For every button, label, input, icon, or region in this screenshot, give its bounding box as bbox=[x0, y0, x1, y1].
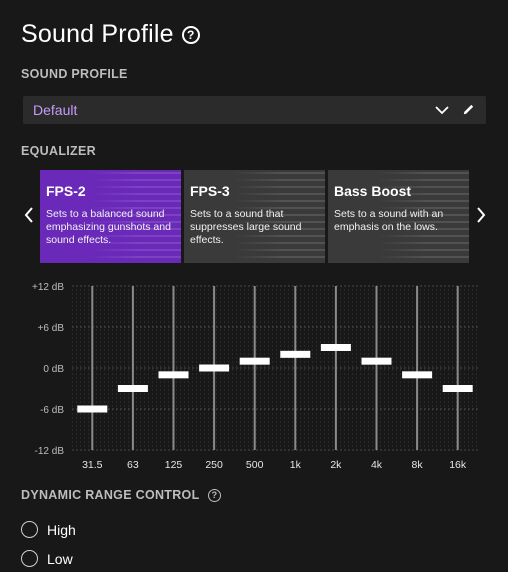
drc-label-text: DYNAMIC RANGE CONTROL bbox=[21, 488, 200, 502]
page-title: Sound Profile ? bbox=[21, 20, 200, 49]
radio-button[interactable] bbox=[21, 550, 38, 567]
equalizer-label: EQUALIZER bbox=[21, 144, 96, 158]
y-tick-label: 0 dB bbox=[43, 364, 64, 375]
eq-slider-knob[interactable] bbox=[402, 371, 433, 379]
sound-profile-value: Default bbox=[33, 102, 78, 118]
y-tick-label: -12 dB bbox=[35, 446, 65, 457]
help-icon[interactable]: ? bbox=[181, 25, 200, 44]
radio-label: Low bbox=[47, 550, 73, 567]
eq-slider-knob[interactable] bbox=[280, 350, 311, 358]
sound-profile-select[interactable]: Default bbox=[23, 96, 486, 124]
preset-description: Sets to a sound with an emphasis on the … bbox=[334, 208, 444, 233]
band-label: 16k bbox=[449, 459, 467, 471]
preset-title: Bass Boost bbox=[334, 183, 412, 199]
eq-slider-knob[interactable] bbox=[117, 385, 148, 392]
preset-card-fps3[interactable]: FPS-3 Sets to a sound that suppresses la… bbox=[184, 170, 325, 263]
preset-title: FPS-2 bbox=[46, 183, 86, 199]
drc-option-high[interactable]: High bbox=[21, 521, 76, 538]
band-label: 8k bbox=[412, 459, 424, 471]
band-label: 1k bbox=[290, 459, 302, 471]
page-title-text: Sound Profile bbox=[21, 20, 174, 48]
eq-slider-knob[interactable] bbox=[361, 357, 392, 365]
preset-card-bass-boost[interactable]: Bass Boost Sets to a sound with an empha… bbox=[328, 170, 469, 263]
eq-slider-knob[interactable] bbox=[158, 371, 189, 379]
drc-label: DYNAMIC RANGE CONTROL ? bbox=[21, 488, 222, 502]
eq-slider-knob[interactable] bbox=[442, 385, 473, 392]
preset-card-fps2[interactable]: FPS-2 Sets to a balanced sound emphasizi… bbox=[40, 170, 181, 263]
preset-description: Sets to a balanced sound emphasizing gun… bbox=[46, 208, 171, 246]
band-label: 500 bbox=[246, 459, 264, 471]
radio-label: High bbox=[47, 521, 76, 538]
drc-option-low[interactable]: Low bbox=[21, 550, 73, 567]
band-label: 125 bbox=[165, 459, 183, 471]
radio-button[interactable] bbox=[21, 521, 38, 538]
eq-slider-knob[interactable] bbox=[199, 364, 230, 372]
band-label: 250 bbox=[205, 459, 223, 471]
eq-slider-knob[interactable] bbox=[77, 405, 108, 413]
eq-slider-knob[interactable] bbox=[320, 344, 351, 351]
pencil-icon[interactable] bbox=[461, 102, 476, 117]
y-tick-label: -6 dB bbox=[40, 405, 64, 416]
preset-description: Sets to a sound that suppresses large so… bbox=[190, 208, 302, 246]
chevron-down-icon[interactable] bbox=[434, 102, 450, 118]
y-tick-label: +12 dB bbox=[32, 282, 64, 293]
chevron-left-icon[interactable] bbox=[22, 205, 36, 225]
band-label: 2k bbox=[330, 459, 342, 471]
eq-slider-knob[interactable] bbox=[239, 357, 270, 365]
sound-profile-label: SOUND PROFILE bbox=[21, 67, 128, 81]
preset-title: FPS-3 bbox=[190, 183, 230, 199]
chevron-right-icon[interactable] bbox=[474, 205, 488, 225]
band-label: 31.5 bbox=[82, 459, 103, 471]
band-label: 63 bbox=[127, 459, 139, 471]
band-label: 4k bbox=[371, 459, 383, 471]
y-tick-label: +6 dB bbox=[38, 323, 65, 334]
drc-help-icon[interactable]: ? bbox=[208, 488, 222, 502]
equalizer-graph[interactable]: +12 dB +6 dB 0 dB -6 dB -12 dB 31.5 63 125 250 50… bbox=[0, 276, 508, 476]
